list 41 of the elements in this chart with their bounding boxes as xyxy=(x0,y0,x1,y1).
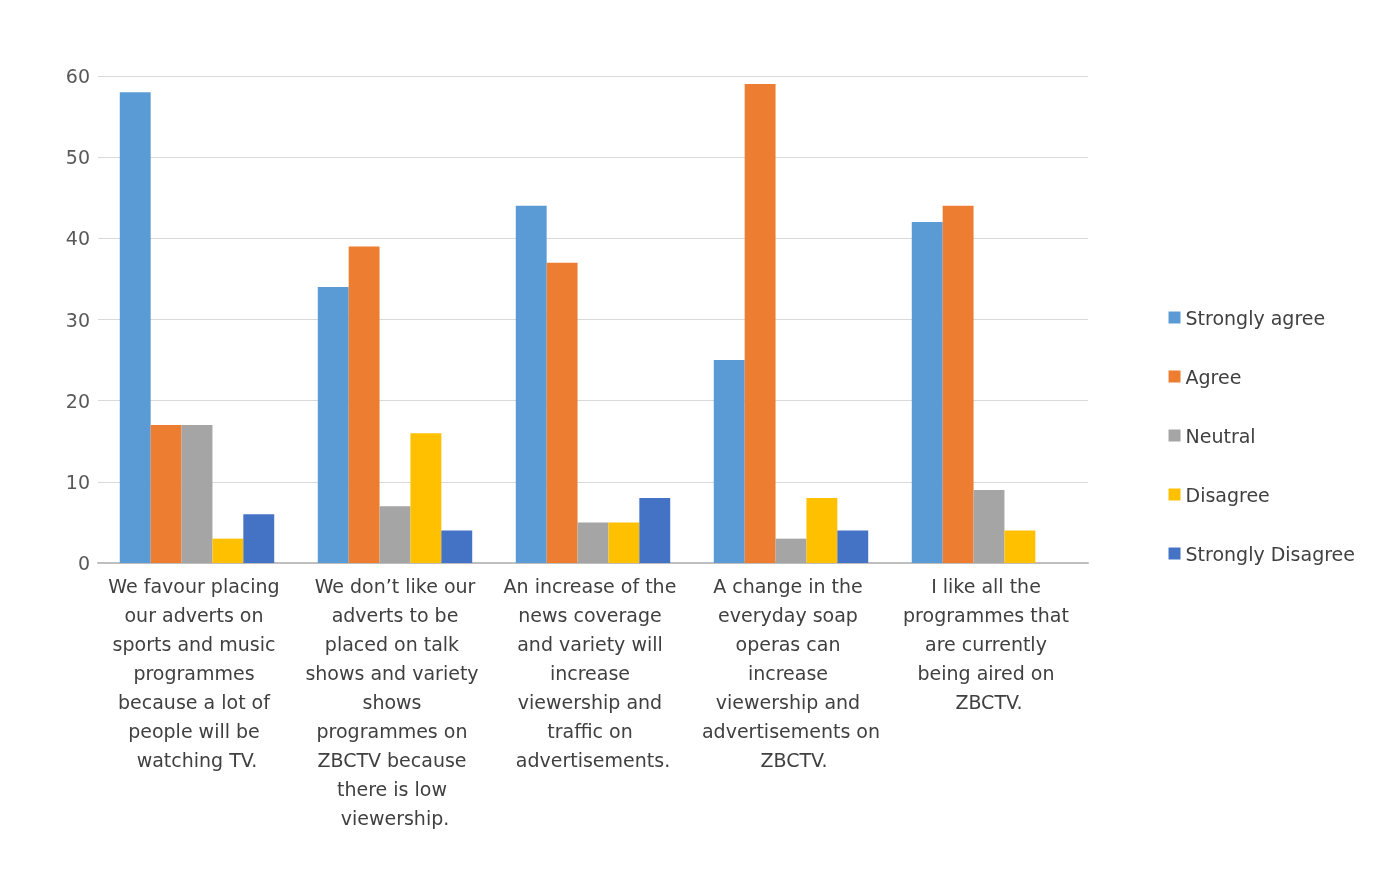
bar xyxy=(942,205,974,563)
bar xyxy=(441,530,473,563)
bar xyxy=(317,287,349,563)
bar xyxy=(379,506,411,563)
bar xyxy=(973,489,1005,563)
x-tick-label: I like all the programmes that are currently being aired on ZBCTV. xyxy=(903,574,1075,713)
bar xyxy=(150,425,182,563)
legend-label: Strongly Disagree xyxy=(1185,542,1356,565)
x-tick-label: We favour placing our adverts on sports and music programmes because a lot of people will be watching TV. xyxy=(108,574,286,771)
legend-label: Agree xyxy=(1185,365,1242,388)
bar xyxy=(775,538,807,563)
y-tick-label: 50 xyxy=(65,146,90,169)
bar xyxy=(410,433,442,563)
bar xyxy=(1004,530,1036,563)
bar xyxy=(639,498,671,563)
bar xyxy=(119,92,151,563)
bar xyxy=(713,360,745,563)
x-tick-label: An increase of the news coverage and variety will increase viewership and traffic on advertisements. xyxy=(503,574,683,771)
bar xyxy=(243,514,275,563)
bar xyxy=(837,530,869,563)
bar xyxy=(212,538,244,563)
bar xyxy=(608,522,640,563)
x-tick-label: A change in the everyday soap operas can increase viewership and advertisements on ZBCTV. xyxy=(701,574,881,771)
bar xyxy=(744,84,776,563)
bar xyxy=(806,498,838,563)
y-tick-label: 20 xyxy=(65,389,90,412)
legend-label: Strongly agree xyxy=(1185,306,1326,329)
bar xyxy=(577,522,609,563)
bar xyxy=(911,222,943,563)
bar xyxy=(515,205,547,563)
bar xyxy=(546,262,578,563)
y-tick-label: 0 xyxy=(77,552,90,574)
category-label: We don’t like our adverts to be placed on talk shows and variety shows programmes on ZBCTV because there is low viewership. xyxy=(305,574,479,829)
bar xyxy=(348,246,380,563)
y-tick-label: 60 xyxy=(65,65,90,87)
bar xyxy=(181,425,213,563)
y-tick-label: 30 xyxy=(65,308,90,331)
y-tick-label: 10 xyxy=(65,470,90,493)
y-tick-label: 40 xyxy=(65,227,90,250)
legend-label: Disagree xyxy=(1185,483,1270,506)
legend-label: Neutral xyxy=(1185,424,1256,447)
